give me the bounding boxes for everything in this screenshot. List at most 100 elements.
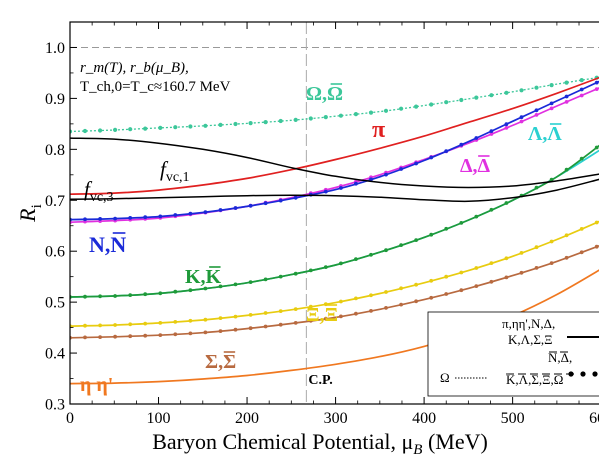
- series-point-4: [218, 208, 223, 212]
- series-point-5: [248, 280, 253, 284]
- series-point-0: [534, 85, 539, 90]
- series-point-5: [399, 243, 403, 248]
- curve-label-kaon: K,K: [185, 266, 222, 288]
- x-axis-label: Baryon Chemical Potential, μB (MeV): [152, 429, 488, 454]
- series-point-5: [459, 221, 464, 225]
- series-point-6: [489, 261, 494, 265]
- series-point-0: [489, 93, 494, 98]
- series-point-5: [594, 145, 599, 150]
- series-point-0: [82, 128, 88, 134]
- series-point-6: [248, 313, 253, 317]
- series-point-3: [594, 87, 599, 91]
- series-5: [70, 144, 599, 299]
- series-point-5: [188, 288, 193, 293]
- series-point-7: [308, 318, 313, 323]
- series-point-6: [278, 309, 283, 313]
- series-point-3: [489, 132, 494, 136]
- series-point-0: [504, 90, 509, 95]
- series-point-7: [564, 255, 569, 260]
- series-point-5: [369, 252, 373, 257]
- series-point-5: [323, 265, 328, 269]
- series-point-7: [218, 329, 223, 333]
- series-point-4: [339, 186, 343, 190]
- series-point-4: [474, 136, 479, 140]
- series-point-7: [459, 288, 464, 293]
- series-point-7: [474, 284, 479, 288]
- series-point-7: [323, 316, 328, 321]
- curve-label-eta: η η': [80, 374, 113, 396]
- series-point-0: [158, 125, 163, 130]
- series-point-6: [143, 321, 148, 326]
- series-point-5: [384, 248, 388, 253]
- series-point-7: [278, 322, 283, 327]
- series-point-3: [504, 126, 509, 130]
- series-point-4: [354, 181, 358, 186]
- series-point-6: [293, 307, 298, 311]
- series-point-6: [519, 251, 524, 255]
- series-point-4: [519, 115, 524, 120]
- series-point-6: [369, 293, 373, 298]
- series-1: [70, 76, 599, 196]
- series-point-0: [368, 110, 374, 115]
- series-point-5: [83, 294, 87, 299]
- legend-entry-1-line-1: π,ηη',N,Δ,: [502, 316, 555, 331]
- series-point-7: [203, 330, 208, 335]
- critical-point-label: C.P.: [308, 373, 332, 388]
- plot-frame: [69, 21, 599, 405]
- series-point-4: [203, 210, 208, 215]
- series-point-5: [158, 291, 163, 296]
- series-point-4: [263, 201, 268, 206]
- series-point-4: [579, 87, 584, 92]
- series-point-4: [83, 217, 87, 222]
- series-point-6: [399, 286, 403, 291]
- series-point-3: [564, 100, 569, 104]
- series-point-7: [143, 333, 148, 338]
- series-point-7: [113, 334, 117, 339]
- series-point-5: [173, 289, 178, 294]
- params-line-2: T_ch,0=T_c≈160.7 MeV: [80, 79, 231, 95]
- series-point-0: [188, 124, 193, 129]
- series-point-5: [489, 207, 494, 212]
- series-point-4: [414, 161, 418, 166]
- series-point-6: [384, 290, 388, 294]
- series-point-6: [218, 316, 223, 320]
- y-tick-label: 0.8: [45, 142, 65, 159]
- series-line-3: [70, 87, 599, 224]
- series-point-6: [188, 318, 193, 323]
- series-point-5: [564, 167, 569, 172]
- series-point-0: [128, 127, 133, 132]
- series-point-7: [173, 332, 178, 337]
- series-point-6: [564, 233, 569, 238]
- series-point-5: [218, 284, 223, 289]
- series-point-0: [308, 116, 313, 121]
- series-point-0: [293, 117, 298, 122]
- curve-label-delta: Δ,Δ: [460, 155, 491, 177]
- series-point-0: [173, 125, 178, 130]
- series-point-4: [504, 122, 509, 127]
- series-point-0: [519, 88, 524, 93]
- series-point-0: [218, 122, 223, 127]
- series-point-5: [474, 214, 479, 219]
- series-layer: [70, 75, 599, 385]
- series-point-3: [519, 119, 524, 124]
- series-point-6: [158, 321, 163, 325]
- series-0: [70, 75, 599, 134]
- series-point-7: [354, 311, 358, 316]
- series-point-6: [594, 220, 599, 225]
- series-point-6: [308, 304, 313, 309]
- series-point-6: [459, 270, 464, 275]
- series-4: [70, 80, 599, 222]
- series-point-5: [98, 294, 102, 299]
- series-point-7: [158, 333, 163, 337]
- x-tick-label: 600: [589, 410, 599, 427]
- series-point-5: [414, 238, 418, 243]
- series-point-4: [444, 149, 449, 154]
- y-tick-label: 0.3: [45, 397, 65, 414]
- series-point-5: [143, 292, 148, 297]
- series-point-6: [233, 314, 238, 319]
- x-tick-label: 0: [66, 410, 74, 427]
- series-point-7: [248, 326, 253, 331]
- series-point-0: [203, 123, 208, 128]
- curve-label-pi: π: [372, 117, 385, 143]
